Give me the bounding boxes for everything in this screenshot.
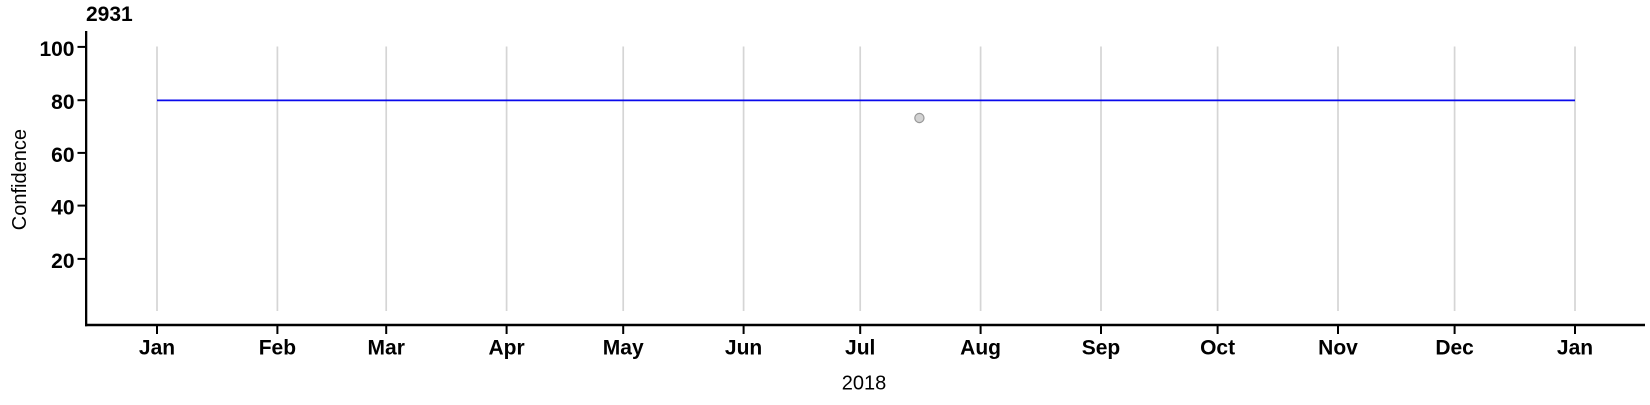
svg-text:60: 60: [51, 144, 74, 167]
svg-text:Jan: Jan: [139, 337, 175, 360]
svg-text:Confidence: Confidence: [9, 129, 31, 230]
svg-text:Oct: Oct: [1200, 337, 1235, 360]
svg-text:May: May: [603, 337, 644, 360]
svg-text:Aug: Aug: [960, 337, 1001, 360]
svg-text:Mar: Mar: [368, 337, 405, 360]
svg-text:Nov: Nov: [1318, 337, 1358, 360]
svg-text:100: 100: [39, 38, 74, 61]
svg-text:Apr: Apr: [489, 337, 525, 360]
svg-text:Jun: Jun: [725, 337, 762, 360]
svg-text:20: 20: [51, 250, 74, 273]
svg-text:Feb: Feb: [259, 337, 296, 360]
svg-text:80: 80: [51, 91, 74, 114]
svg-text:40: 40: [51, 197, 74, 220]
svg-text:2018: 2018: [842, 373, 887, 395]
svg-text:Dec: Dec: [1435, 337, 1474, 360]
svg-text:2931: 2931: [86, 3, 133, 26]
svg-text:Sep: Sep: [1082, 337, 1121, 360]
svg-text:Jan: Jan: [1557, 337, 1593, 360]
svg-text:Jul: Jul: [845, 337, 875, 360]
